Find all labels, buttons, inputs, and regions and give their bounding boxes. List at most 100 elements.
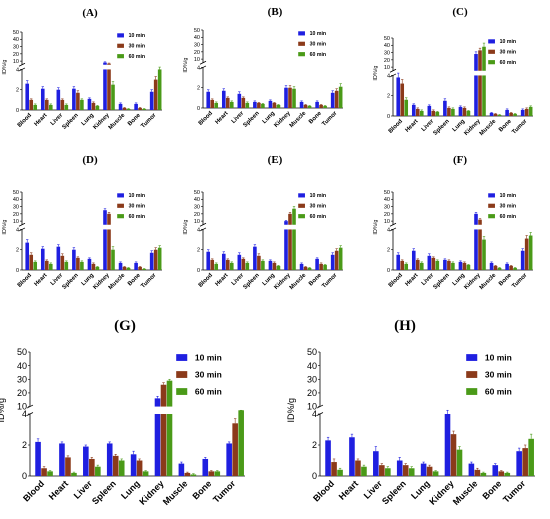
y-tick-label: 20 — [307, 388, 317, 398]
legend-swatch — [488, 49, 495, 54]
y-tick-label: 10 — [194, 57, 200, 63]
bar — [221, 253, 226, 270]
bar — [166, 380, 173, 407]
bar — [56, 89, 61, 110]
legend-swatch — [466, 354, 478, 361]
x-tick-label: Blood — [17, 112, 33, 128]
x-tick-label: Spleen — [62, 272, 80, 290]
y-tick-label: 10 — [194, 219, 200, 225]
bar — [522, 448, 528, 476]
bar — [160, 384, 167, 407]
bar — [130, 454, 137, 476]
bar — [444, 414, 451, 476]
bar — [520, 250, 525, 270]
x-tick-label: Heart — [405, 119, 420, 134]
y-tick-label: 40 — [17, 361, 27, 371]
axis-break-mark — [199, 60, 207, 65]
bar — [379, 465, 385, 476]
bar — [190, 474, 197, 476]
bar — [89, 458, 95, 476]
bar — [232, 423, 238, 476]
bar — [33, 104, 38, 110]
bar — [524, 238, 529, 270]
y-tick-label: 30 — [194, 204, 200, 210]
bar — [415, 259, 420, 270]
bar — [154, 414, 161, 476]
legend-label: 60 min — [485, 387, 512, 397]
x-tick-label: Tumor — [140, 272, 158, 290]
legend-label: 60 min — [129, 54, 145, 60]
bar — [420, 463, 427, 476]
legend-swatch — [117, 214, 124, 219]
x-tick-label: Spleen — [243, 272, 261, 290]
legend-swatch — [488, 214, 495, 219]
bar — [504, 472, 511, 476]
x-tick-label: Muscle — [289, 272, 308, 291]
bar — [126, 108, 131, 110]
bar — [118, 262, 123, 270]
bar — [338, 86, 343, 108]
x-tick-label: Heart — [34, 113, 49, 128]
bar — [33, 261, 38, 270]
bar — [284, 221, 288, 225]
bar — [474, 213, 478, 225]
x-tick-label: Blood — [198, 272, 214, 288]
bar — [166, 414, 173, 476]
bar — [87, 258, 92, 270]
y-tick-label: 50 — [384, 36, 390, 42]
bar — [138, 107, 142, 110]
legend-label: 30 min — [500, 50, 516, 56]
x-tick-label: Muscle — [108, 112, 127, 131]
x-tick-label: Spleen — [433, 272, 451, 290]
y-tick-label: 40 — [307, 361, 317, 371]
bar — [288, 213, 292, 225]
bar — [59, 443, 65, 476]
bar — [482, 239, 486, 270]
x-tick-label: Muscle — [479, 272, 498, 291]
x-tick-label: Muscle — [161, 478, 190, 507]
legend-label: 30 min — [310, 42, 326, 48]
bar — [307, 267, 312, 270]
bar — [178, 463, 185, 476]
bar — [402, 465, 409, 476]
bar — [288, 229, 292, 270]
bar — [334, 90, 339, 108]
bar — [76, 92, 80, 110]
bar — [411, 104, 416, 116]
bar — [516, 451, 522, 476]
bar — [443, 259, 447, 270]
bar — [214, 471, 221, 476]
x-tick-label: Tumor — [140, 112, 158, 130]
bar — [450, 434, 457, 476]
bar — [64, 104, 69, 110]
bar — [226, 443, 232, 476]
y-tick-label: 4 — [387, 227, 390, 233]
bar — [303, 104, 308, 108]
bar — [111, 249, 115, 270]
bar — [361, 466, 367, 476]
bar — [76, 257, 80, 270]
legend-label: 10 min — [500, 39, 516, 45]
axis-break-mark — [389, 222, 397, 227]
legend-swatch — [298, 31, 305, 36]
bar — [91, 263, 96, 270]
legend-label: 60 min — [195, 387, 222, 397]
legend-label: 10 min — [500, 193, 516, 199]
bar — [149, 252, 154, 270]
y-tick-label: 4 — [197, 227, 200, 233]
y-tick-label: 0 — [387, 114, 390, 120]
bar — [427, 105, 432, 116]
bar — [319, 104, 323, 108]
legend-swatch — [117, 193, 124, 198]
bar — [462, 107, 467, 116]
bar — [229, 101, 234, 108]
bar — [400, 83, 405, 116]
bar — [478, 229, 482, 270]
y-tick-label: 4 — [312, 409, 317, 419]
bar — [513, 113, 517, 116]
bar — [245, 262, 250, 270]
bar — [210, 259, 215, 270]
bar — [497, 114, 502, 116]
x-tick-label: Heart — [34, 273, 49, 288]
legend-label: 30 min — [195, 370, 222, 380]
